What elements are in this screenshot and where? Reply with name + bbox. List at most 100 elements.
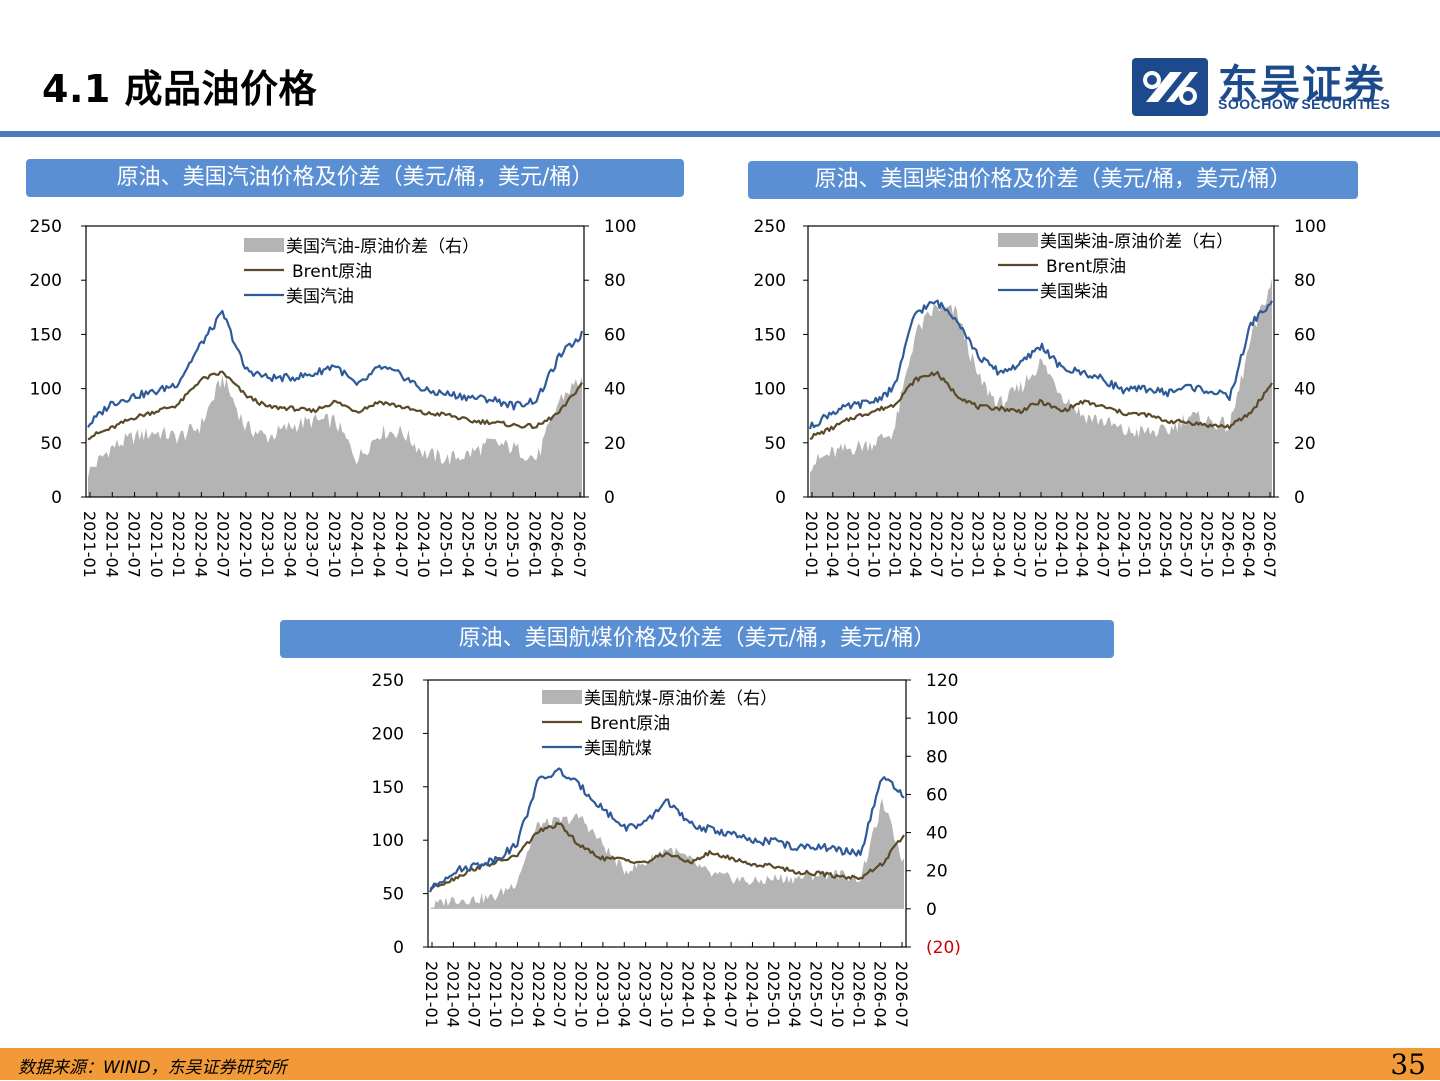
left-axis-tick-label: 50: [764, 434, 786, 454]
left-axis-tick-label: 0: [775, 488, 786, 508]
series-line-brent: [429, 821, 905, 890]
x-axis-tick-label: 2025-01: [1135, 511, 1154, 578]
x-axis-tick-label: 2021-01: [802, 511, 821, 578]
legend-swatch-spread: [998, 233, 1038, 247]
x-axis-tick-label: 2026-07: [892, 961, 911, 1028]
x-axis-tick-label: 2022-04: [191, 511, 210, 578]
right-axis-tick-label: 100: [604, 217, 636, 237]
right-axis-tick-label: 80: [604, 271, 626, 291]
x-axis-tick-label: 2023-04: [614, 961, 633, 1028]
x-axis-tick-label: 2026-01: [849, 961, 868, 1028]
legend-label: 美国汽油: [286, 287, 354, 307]
x-axis-tick-label: 2024-04: [1073, 511, 1092, 578]
right-axis-tick-label: 40: [1294, 380, 1316, 400]
x-axis-tick-label: 2022-07: [927, 511, 946, 578]
legend-swatch-spread: [244, 238, 284, 252]
right-axis-tick-label: 60: [604, 325, 626, 345]
legend-label: Brent原油: [1046, 257, 1126, 277]
series-line-product: [87, 309, 584, 428]
x-axis-tick-label: 2025-10: [1198, 511, 1217, 578]
x-axis-tick-label: 2022-10: [572, 961, 591, 1028]
right-axis-tick-label: 100: [1294, 217, 1326, 237]
series-area-spread: [810, 278, 1272, 497]
legend-label: 美国柴油-原油价差（右）: [1040, 232, 1233, 252]
right-axis-tick-label: 20: [1294, 434, 1316, 454]
left-axis-tick-label: 250: [30, 217, 62, 237]
left-axis-tick-label: 0: [51, 488, 62, 508]
right-axis-tick-label: 80: [926, 747, 948, 767]
chart-3: 0 50 100 150 200 250 (20) 0 20 40 60 80 100 120 2021-0…: [372, 671, 961, 1028]
chart-3-title: 原油、美国航煤价格及价差（美元/桶，美元/桶）: [280, 620, 1114, 658]
left-axis-tick-label: 150: [30, 325, 62, 345]
x-axis-tick-label: 2024-10: [742, 961, 761, 1028]
right-axis-tick-label: 120: [926, 671, 958, 691]
x-axis-tick-label: 2025-04: [1156, 511, 1175, 578]
x-axis-tick-label: 2021-10: [864, 511, 883, 578]
right-axis-tick-label: 20: [926, 862, 948, 882]
left-axis-tick-label: 100: [30, 380, 62, 400]
page-number: 35: [1390, 1048, 1426, 1081]
x-axis-tick-label: 2026-01: [525, 511, 544, 578]
x-axis-tick-label: 2025-04: [459, 511, 478, 578]
x-axis-tick-label: 2021-10: [147, 511, 166, 578]
x-axis-tick-label: 2022-10: [236, 511, 255, 578]
x-axis-tick-label: 2022-01: [507, 961, 526, 1028]
left-axis-tick-label: 100: [372, 831, 404, 851]
x-axis-tick-label: 2023-04: [280, 511, 299, 578]
x-axis-tick-label: 2023-01: [969, 511, 988, 578]
x-axis-tick-label: 2022-01: [169, 511, 188, 578]
x-axis-tick-label: 2025-10: [503, 511, 522, 578]
series-line-brent: [87, 370, 583, 441]
series-line-brent: [809, 370, 1273, 441]
x-axis-tick-label: 2021-04: [823, 511, 842, 578]
series-line-product: [808, 299, 1273, 430]
x-axis-tick-label: 2021-01: [422, 961, 441, 1028]
x-axis-tick-label: 2024-01: [347, 511, 366, 578]
title-divider: [0, 131, 1440, 137]
left-axis-tick-label: 0: [393, 938, 404, 958]
soochow-logo-icon: [1132, 58, 1208, 116]
x-axis-tick-label: 2022-04: [906, 511, 925, 578]
right-axis-tick-label: 0: [604, 488, 615, 508]
right-axis-tick-label: (20): [926, 938, 961, 958]
legend-label: 美国柴油: [1040, 282, 1108, 302]
logo-name-cn: 东吴证券: [1218, 62, 1386, 108]
x-axis-tick-label: 2024-10: [1114, 511, 1133, 578]
left-axis-tick-label: 100: [754, 380, 786, 400]
x-axis-tick-label: 2024-01: [1052, 511, 1071, 578]
legend-swatch-spread: [542, 690, 582, 704]
left-axis-tick-label: 200: [30, 271, 62, 291]
x-axis-tick-label: 2025-10: [828, 961, 847, 1028]
x-axis-tick-label: 2025-01: [436, 511, 455, 578]
left-axis-tick-label: 200: [372, 724, 404, 744]
left-axis-tick-label: 50: [40, 434, 62, 454]
x-axis-tick-label: 2026-07: [1260, 511, 1279, 578]
right-axis-tick-label: 20: [604, 434, 626, 454]
x-axis-tick-label: 2023-01: [258, 511, 277, 578]
company-logo: 东吴证券 SOOCHOW SECURITIES: [1132, 56, 1412, 120]
x-axis-tick-label: 2024-07: [392, 511, 411, 578]
x-axis-tick-label: 2024-07: [1093, 511, 1112, 578]
x-axis-tick-label: 2022-10: [948, 511, 967, 578]
data-source: 数据来源：WIND，东吴证券研究所: [18, 1058, 287, 1078]
x-axis-tick-label: 2021-04: [102, 511, 121, 578]
legend-label: 美国航煤-原油价差（右）: [584, 689, 777, 709]
right-axis-tick-label: 0: [926, 900, 937, 920]
x-axis-tick-label: 2023-07: [303, 511, 322, 578]
logo-name-en: SOOCHOW SECURITIES: [1218, 96, 1391, 112]
right-axis-tick-label: 60: [926, 785, 948, 805]
x-axis-tick-label: 2025-07: [481, 511, 500, 578]
x-axis-tick-label: 2021-07: [125, 511, 144, 578]
legend-label: 美国航煤: [584, 739, 652, 759]
chart-1-title: 原油、美国汽油价格及价差（美元/桶，美元/桶）: [26, 159, 684, 197]
x-axis-tick-label: 2023-07: [636, 961, 655, 1028]
x-axis-tick-label: 2026-04: [1239, 511, 1258, 578]
x-axis-tick-label: 2026-04: [548, 511, 567, 578]
legend-label: Brent原油: [590, 714, 670, 734]
